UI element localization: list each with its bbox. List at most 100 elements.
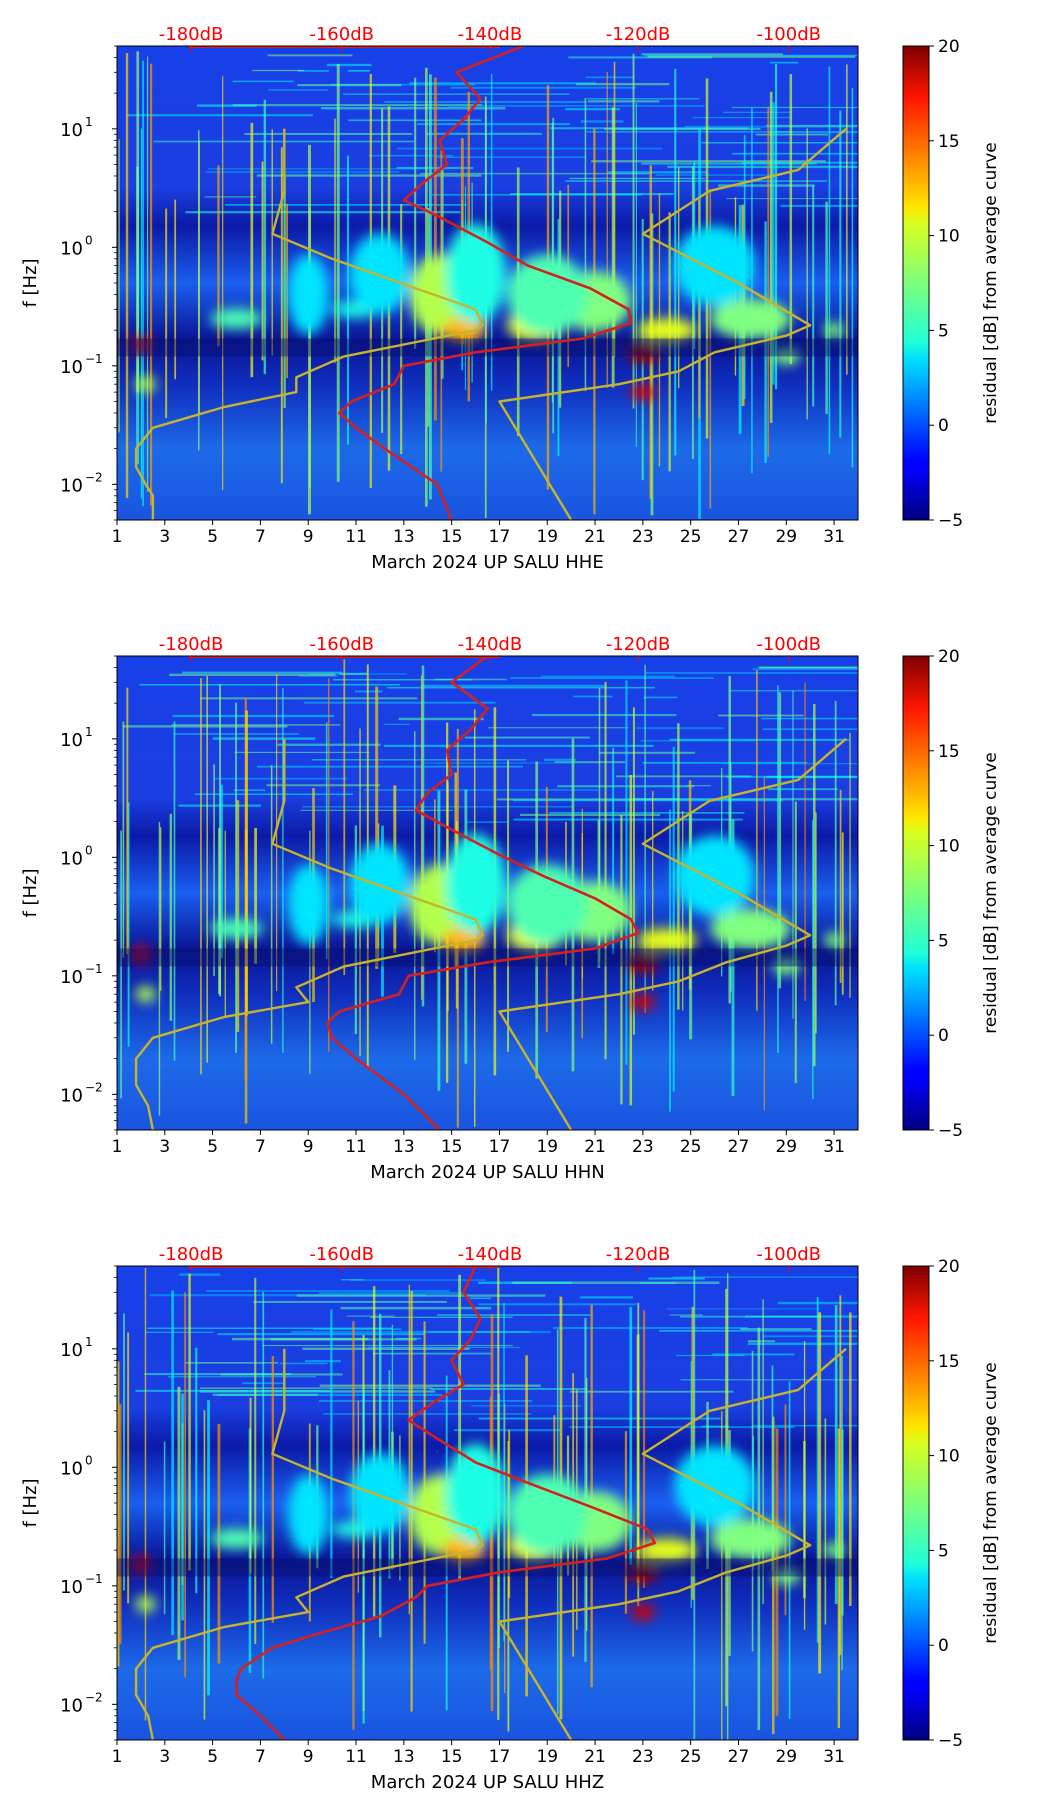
texture-transient [818, 1312, 822, 1674]
average-curve-red [235, 1266, 657, 1740]
texture-transient [375, 686, 379, 969]
texture-streak [643, 696, 678, 699]
x-tick-label: 15 [441, 1137, 463, 1157]
energy-blob [824, 322, 845, 339]
texture-transient [751, 1351, 754, 1652]
texture-streak [296, 1294, 546, 1297]
y-tick-exponent: −2 [85, 470, 103, 484]
texture-transient [689, 814, 693, 1040]
texture-streak [640, 740, 756, 742]
texture-transient [158, 821, 161, 1116]
texture-streak [420, 172, 650, 175]
texture-transient [203, 1410, 206, 1720]
texture-transient [846, 64, 848, 375]
texture-streak [206, 1290, 450, 1292]
x-tick-label: 25 [680, 1137, 702, 1157]
texture-streak [607, 171, 707, 174]
energy-blob [349, 233, 410, 314]
texture-transient [173, 721, 176, 1061]
texture-transient [200, 678, 202, 1075]
texture-streak [339, 672, 367, 676]
texture-transient [171, 1290, 174, 1636]
top-db-label: -100dB [756, 24, 821, 45]
energy-blob [824, 932, 845, 949]
noise-model-curve-yellow [498, 1347, 847, 1740]
texture-streak [642, 761, 808, 764]
x-tick-label: 11 [345, 1137, 367, 1157]
colorbar-gradient [902, 655, 930, 1131]
texture-transient [812, 820, 814, 1100]
texture-transient [752, 1436, 755, 1570]
texture-transient [165, 208, 168, 418]
texture-streak [763, 1335, 858, 1338]
texture-transient [839, 110, 842, 438]
texture-streak [234, 751, 370, 754]
texture-streak [762, 728, 858, 730]
texture-transient [584, 97, 587, 392]
energy-blob [441, 928, 486, 953]
texture-transient [136, 51, 140, 393]
texture-streak [195, 793, 353, 796]
texture-transient [769, 91, 773, 424]
texture-streak [686, 785, 711, 787]
texture-transient [414, 77, 417, 349]
x-tick-label: 11 [345, 527, 367, 547]
texture-streak [305, 1360, 341, 1363]
texture-streak [676, 1354, 745, 1357]
texture-streak [680, 1315, 821, 1318]
texture-transient [169, 813, 173, 1021]
texture-transient [777, 685, 779, 1053]
texture-streak [450, 86, 637, 89]
texture-streak [199, 697, 417, 700]
energy-blob [135, 986, 156, 1003]
texture-streak [641, 162, 817, 165]
energy-blob [674, 835, 755, 916]
texture-transient [644, 664, 646, 1013]
x-tick-label: 25 [680, 1747, 702, 1767]
x-tick-label: 5 [207, 527, 218, 547]
texture-streak [615, 775, 752, 778]
texture-streak [340, 1306, 492, 1310]
dark-band [117, 948, 858, 967]
y-tick-label: 10 [60, 357, 83, 378]
top-db-label: -140dB [458, 634, 523, 655]
texture-transient [206, 676, 208, 1063]
texture-streak [752, 668, 858, 671]
texture-transient [849, 1312, 852, 1606]
texture-transient [421, 665, 425, 1007]
x-tick-label: 31 [823, 1137, 845, 1157]
texture-transient [372, 1286, 376, 1617]
texture-transient [119, 1403, 122, 1645]
texture-streak [343, 93, 570, 95]
noise-model-curve-yellow [134, 1348, 484, 1740]
texture-transient [146, 56, 149, 492]
colorbar-tick-label: 15 [938, 1352, 960, 1372]
texture-transient [144, 1268, 147, 1721]
texture-transient [804, 682, 806, 1001]
x-tick-label: 29 [775, 527, 797, 547]
dark-band [117, 338, 858, 357]
texture-transient [142, 60, 144, 507]
texture-streak [430, 1388, 588, 1390]
microseism-band [130, 833, 845, 1011]
texture-transient [254, 827, 257, 964]
texture-streak [488, 727, 629, 729]
y-tick-label: 10 [60, 1340, 83, 1361]
y-tick-label: 10 [60, 120, 83, 141]
texture-streak [409, 82, 596, 85]
x-tick-label: 11 [345, 1747, 367, 1767]
x-tick-label: 3 [159, 1747, 170, 1767]
texture-streak [217, 1333, 425, 1336]
texture-streak [341, 1279, 364, 1281]
texture-transient [632, 53, 635, 409]
texture-streak [279, 1362, 328, 1365]
y-tick-exponent: −2 [85, 1080, 103, 1094]
texture-streak [331, 83, 476, 86]
texture-transient [652, 791, 654, 991]
energy-blob [441, 318, 486, 343]
texture-transient [611, 107, 615, 388]
texture-streak [384, 744, 654, 747]
x-axis-label: March 2024 UP SALU HHZ [371, 1772, 604, 1793]
texture-streak [569, 1390, 734, 1393]
